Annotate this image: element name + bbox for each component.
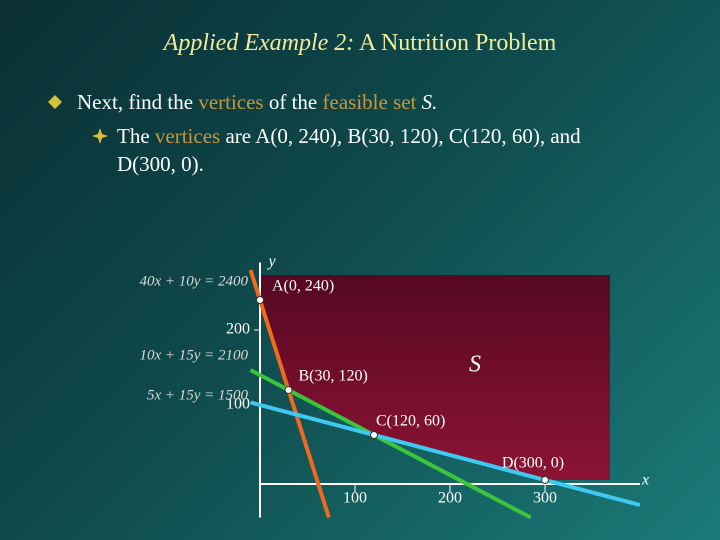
region-label: S [469, 352, 481, 378]
x-tick-label: 200 [438, 490, 462, 507]
text: are [225, 124, 252, 148]
y-tick-label: 200 [226, 321, 250, 338]
x-axis-label: x [641, 472, 649, 489]
x-tick-label: 100 [343, 490, 367, 507]
text: D(300, 0). [117, 152, 204, 176]
text: A(0, 240), B(30, 120), C(120, 60), [255, 124, 546, 148]
text: The [117, 124, 150, 148]
highlight: vertices [198, 90, 264, 114]
constraint-label: 10x + 15y = 2100 [139, 347, 248, 363]
bullet-1: Next, find the vertices of the feasible … [77, 88, 437, 116]
x-tick-label: 300 [533, 490, 557, 507]
vertex [284, 386, 293, 394]
bullet-icon [92, 128, 108, 144]
vertex [541, 476, 549, 484]
text: Next, find the [77, 90, 194, 114]
slide-title: Applied Example 2: A Nutrition Problem [0, 30, 720, 57]
text: S. [421, 90, 438, 114]
vertex-label: C(120, 60) [376, 413, 445, 430]
highlight: vertices [154, 124, 221, 148]
constraint-line [249, 400, 641, 507]
bullet-2-cont: D(300, 0). [117, 150, 204, 178]
vertex [370, 431, 378, 439]
constraint-line [249, 368, 532, 520]
vertex-label: D(300, 0) [502, 455, 564, 472]
y-axis-label: y [266, 253, 276, 270]
vertex-label: B(30, 120) [299, 368, 368, 385]
constraint-label: 40x + 10y = 2400 [139, 273, 248, 289]
y-tick-label: 100 [226, 396, 250, 413]
title-lead: Applied Example 2: [163, 30, 355, 56]
constraint-label: 5x + 15y = 1500 [147, 387, 249, 403]
bullet-2: The vertices are A(0, 240), B(30, 120), … [117, 122, 581, 150]
text: of the [268, 90, 318, 114]
vertex [256, 296, 264, 304]
bullet-icon [48, 95, 62, 109]
text: and [550, 124, 581, 148]
vertex-label: A(0, 240) [272, 278, 334, 295]
highlight: feasible set [322, 90, 417, 114]
feasible-region [260, 275, 610, 480]
title-main: A Nutrition Problem [358, 30, 557, 56]
